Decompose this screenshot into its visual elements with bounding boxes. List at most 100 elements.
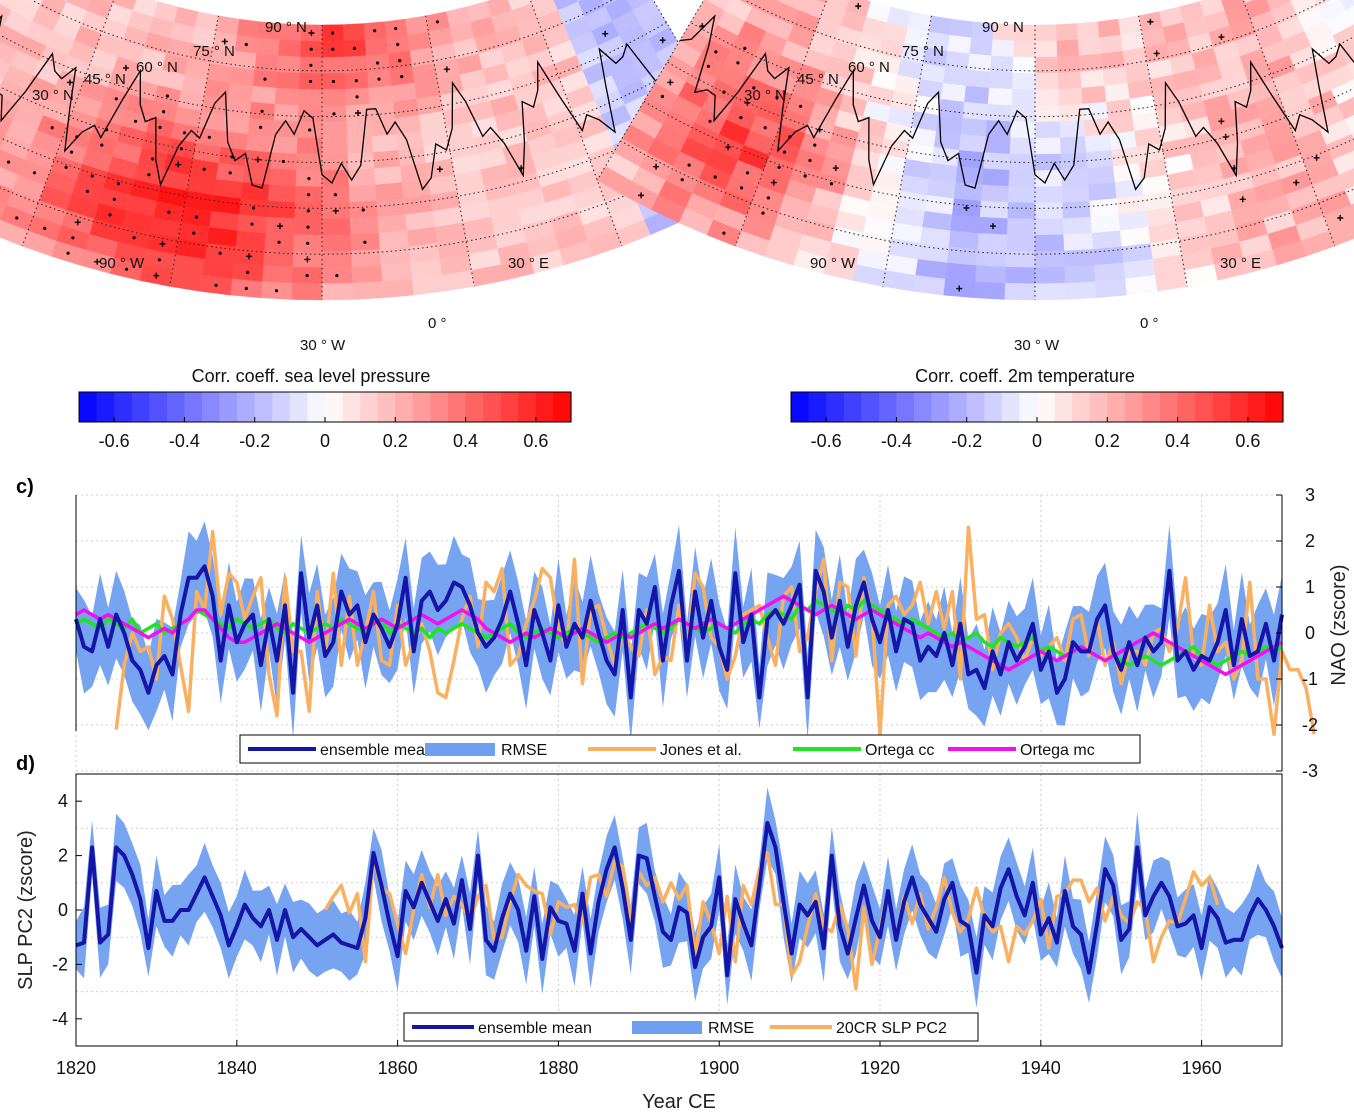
map-cell [1034, 137, 1061, 155]
colorbar-swatch [1195, 392, 1214, 422]
significance-dot [398, 59, 402, 63]
map-cell [227, 82, 253, 103]
map-cell [372, 150, 401, 169]
map-cell [1063, 233, 1093, 252]
map-cell [1080, 85, 1107, 105]
map-cell [1109, 130, 1137, 151]
map-cell [369, 101, 395, 121]
map-cell [0, 166, 19, 191]
significance-dot [132, 236, 136, 240]
significance-dot [194, 215, 198, 219]
map-cell [347, 168, 376, 187]
map-cell [982, 152, 1010, 171]
x-axis-title: Year CE [642, 1091, 716, 1113]
colorbar-swatch [1230, 392, 1249, 422]
significance-dot [15, 216, 19, 220]
colorbar-swatch [861, 392, 880, 422]
map-cell [1076, 21, 1100, 40]
map-cell [364, 37, 389, 57]
map-cell [277, 39, 301, 58]
significance-plus [989, 223, 996, 230]
significance-dot [305, 274, 309, 278]
map-cell [254, 53, 279, 73]
significance-dot [306, 209, 310, 213]
colorbar-tick-label: 0.6 [1235, 431, 1260, 451]
map-cell [955, 166, 984, 186]
map-cell [967, 53, 992, 73]
significance-dot [192, 231, 196, 235]
y-tick-label: -4 [52, 1009, 68, 1029]
significance-dot [167, 210, 171, 214]
colorbar-swatch [289, 392, 309, 422]
map-cell [1057, 71, 1082, 90]
map-cell [245, 134, 273, 153]
map-cell [275, 71, 300, 90]
y-tick-label: 2 [58, 846, 68, 866]
significance-dot [799, 104, 803, 108]
x-tick-label: 1880 [538, 1058, 578, 1078]
map-cell [1064, 281, 1097, 300]
map-cell [291, 283, 323, 301]
significance-dot [373, 29, 377, 33]
correlation-map-t2m [596, 0, 1354, 301]
significance-dot [90, 174, 94, 178]
map-cell [1008, 169, 1036, 188]
y-axis-title: NAO (zscore) [1328, 564, 1350, 685]
map-cell [1034, 105, 1060, 123]
colorbar-swatch [149, 392, 168, 422]
significance-plus [832, 165, 839, 172]
map-cell [266, 200, 296, 219]
significance-dot [333, 193, 337, 197]
significance-dot [354, 79, 358, 83]
map-a-lon-90w: 90 ° W [99, 255, 145, 272]
map-cell [321, 121, 348, 139]
colorbar-tick-label: 0 [1032, 431, 1042, 451]
significance-dot [309, 47, 313, 51]
map-cell [380, 262, 413, 282]
map-cell [1034, 89, 1059, 107]
map-cell [1064, 265, 1096, 284]
significance-plus [1153, 50, 1160, 57]
y-tick-label: 2 [1305, 531, 1315, 551]
map-cell [1012, 40, 1036, 58]
map-cell [1060, 168, 1089, 187]
legend-label: RMSE [708, 1020, 754, 1037]
significance-plus [443, 66, 450, 73]
significance-plus [74, 219, 81, 226]
map-cell [220, 130, 248, 151]
x-tick-label: 1840 [217, 1058, 257, 1078]
significance-dot [244, 286, 248, 291]
significance-dot [803, 174, 807, 178]
significance-dot [260, 109, 264, 113]
map-cell [349, 216, 379, 236]
significance-dot [263, 77, 267, 81]
map-cell [1107, 114, 1135, 135]
colorbar-swatch [412, 392, 432, 422]
map-cell [235, 230, 266, 250]
significance-dot [680, 178, 684, 182]
map-cell [948, 230, 979, 250]
significance-dot [100, 143, 104, 147]
map-cell [1086, 166, 1115, 186]
map-a-lat-30: 30 ° N [32, 87, 74, 104]
legend-swatch [425, 743, 495, 756]
map-cell [0, 202, 7, 221]
significance-dot [43, 226, 47, 230]
map-cell [1034, 24, 1057, 42]
significance-dot [708, 119, 712, 123]
significance-dot [125, 267, 129, 271]
colorbar-tick-label: 0.2 [383, 431, 408, 451]
graticule-lon [529, 0, 623, 247]
map-cell [1079, 69, 1105, 89]
significance-plus [175, 161, 182, 168]
map-b-lat-30: 30 ° N [744, 87, 786, 104]
significance-dot [214, 283, 218, 287]
colorbar-swatch [1247, 392, 1267, 422]
colorbar-swatch [518, 392, 537, 422]
graticule-lat [643, 100, 1354, 209]
coastline [0, 14, 694, 191]
significance-plus [308, 29, 315, 36]
panel-d-letter: d) [16, 753, 35, 775]
map-cell [371, 134, 399, 153]
significance-plus [1218, 34, 1225, 41]
